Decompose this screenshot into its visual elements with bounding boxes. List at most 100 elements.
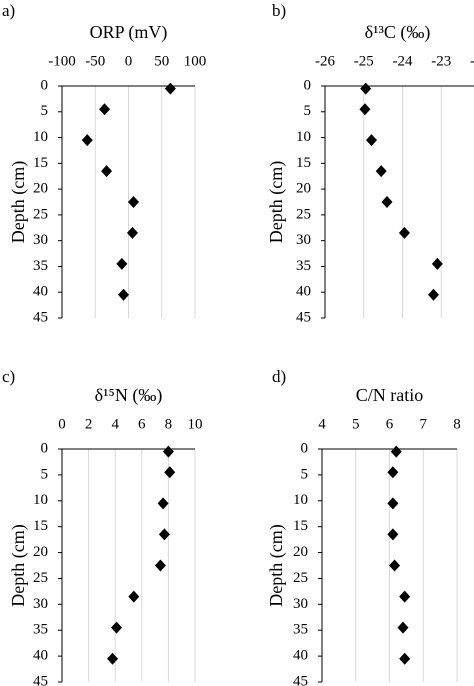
y-tick-label: 30	[33, 232, 48, 248]
x-tick-label: 6	[138, 416, 146, 432]
axis-title: C/N ratio	[356, 385, 424, 405]
panel-label: c)	[2, 367, 15, 386]
x-tick-label: 8	[453, 416, 461, 432]
axis-title: ORP (mV)	[90, 22, 168, 43]
axis-title: δ¹³C (‰)	[365, 22, 431, 43]
y-tick-label: 25	[33, 206, 48, 222]
x-tick-label: 4	[111, 416, 119, 432]
point	[126, 226, 138, 239]
y-tick-label: 20	[296, 181, 311, 197]
point	[164, 82, 176, 95]
point	[431, 257, 443, 270]
point	[399, 590, 411, 603]
panel-label: b)	[272, 1, 286, 20]
y-tick-label: 40	[293, 648, 308, 664]
y-tick-label: 5	[301, 466, 309, 482]
y-tick-label: 10	[33, 492, 48, 508]
point	[399, 652, 411, 665]
point	[387, 528, 399, 541]
x-tick-label: -26	[315, 53, 335, 69]
y-tick-label: 5	[304, 103, 312, 119]
point	[158, 528, 170, 541]
point	[81, 134, 93, 147]
y-tick-label: 15	[293, 518, 308, 534]
x-tick-label: 50	[154, 53, 169, 69]
y-tick-label: 10	[293, 492, 308, 508]
point	[162, 445, 174, 458]
x-tick-label: 10	[188, 416, 203, 432]
y-tick-label: 40	[33, 284, 48, 300]
point	[101, 165, 113, 178]
y-tick-label: 30	[296, 232, 311, 248]
x-tick-label: 7	[420, 416, 428, 432]
y-tick-label: 25	[293, 570, 308, 586]
y-tick-label: 15	[33, 518, 48, 534]
y-tick-label: 45	[293, 673, 308, 686]
point	[375, 165, 387, 178]
y-tick-label: 45	[296, 309, 311, 325]
x-tick-label: -50	[85, 53, 105, 69]
x-tick-label: 5	[352, 416, 360, 432]
point	[118, 288, 130, 301]
point	[387, 497, 399, 510]
point	[389, 559, 401, 572]
point	[381, 196, 393, 208]
y-tick-label: 30	[293, 596, 308, 612]
y-tick-label: 30	[33, 596, 48, 612]
point	[154, 559, 166, 572]
y-tick-label: 10	[33, 129, 48, 145]
point	[127, 196, 139, 208]
x-tick-label: 2	[85, 416, 93, 432]
x-tick-label: 8	[165, 416, 173, 432]
point	[128, 590, 140, 603]
point	[390, 445, 402, 458]
x-tick-label: -22	[470, 53, 474, 69]
x-tick-label: -100	[48, 53, 76, 69]
point	[107, 652, 119, 665]
y-axis-label: Depth (cm)	[8, 524, 29, 606]
panel-label: a)	[2, 1, 15, 20]
y-tick-label: 45	[33, 673, 48, 686]
y-tick-label: 15	[296, 155, 311, 171]
y-tick-label: 10	[296, 129, 311, 145]
point	[164, 466, 176, 479]
x-tick-label: -23	[431, 53, 451, 69]
point	[116, 257, 128, 270]
y-tick-label: 40	[33, 648, 48, 664]
axis-title: δ¹⁵N (‰)	[95, 385, 163, 406]
y-tick-label: 35	[33, 622, 48, 638]
point	[428, 288, 439, 301]
point	[157, 497, 169, 510]
point	[398, 226, 410, 239]
y-tick-label: 0	[41, 77, 49, 93]
x-tick-label: 0	[58, 416, 66, 432]
y-tick-label: 20	[293, 544, 308, 560]
y-tick-label: 35	[33, 258, 48, 274]
y-tick-label: 25	[33, 570, 48, 586]
x-tick-label: 4	[318, 416, 326, 432]
y-tick-label: 0	[301, 440, 309, 456]
y-tick-label: 20	[33, 181, 48, 197]
point	[360, 82, 372, 95]
y-tick-label: 45	[33, 309, 48, 325]
point	[99, 103, 111, 116]
x-tick-label: -25	[354, 53, 374, 69]
point	[359, 103, 371, 116]
y-tick-label: 5	[41, 103, 49, 119]
point	[111, 621, 123, 634]
y-tick-label: 0	[41, 440, 49, 456]
y-tick-label: 25	[296, 206, 311, 222]
panel-label: d)	[272, 367, 286, 386]
y-tick-label: 5	[41, 466, 49, 482]
y-axis-label: Depth (cm)	[8, 161, 29, 243]
x-tick-label: 100	[184, 53, 207, 69]
y-tick-label: 15	[33, 155, 48, 171]
y-tick-label: 0	[304, 77, 312, 93]
y-tick-label: 40	[296, 284, 311, 300]
point	[397, 621, 409, 634]
x-tick-label: -24	[393, 53, 413, 69]
point	[387, 466, 399, 479]
y-tick-label: 35	[296, 258, 311, 274]
y-axis-label: Depth (cm)	[266, 524, 287, 606]
